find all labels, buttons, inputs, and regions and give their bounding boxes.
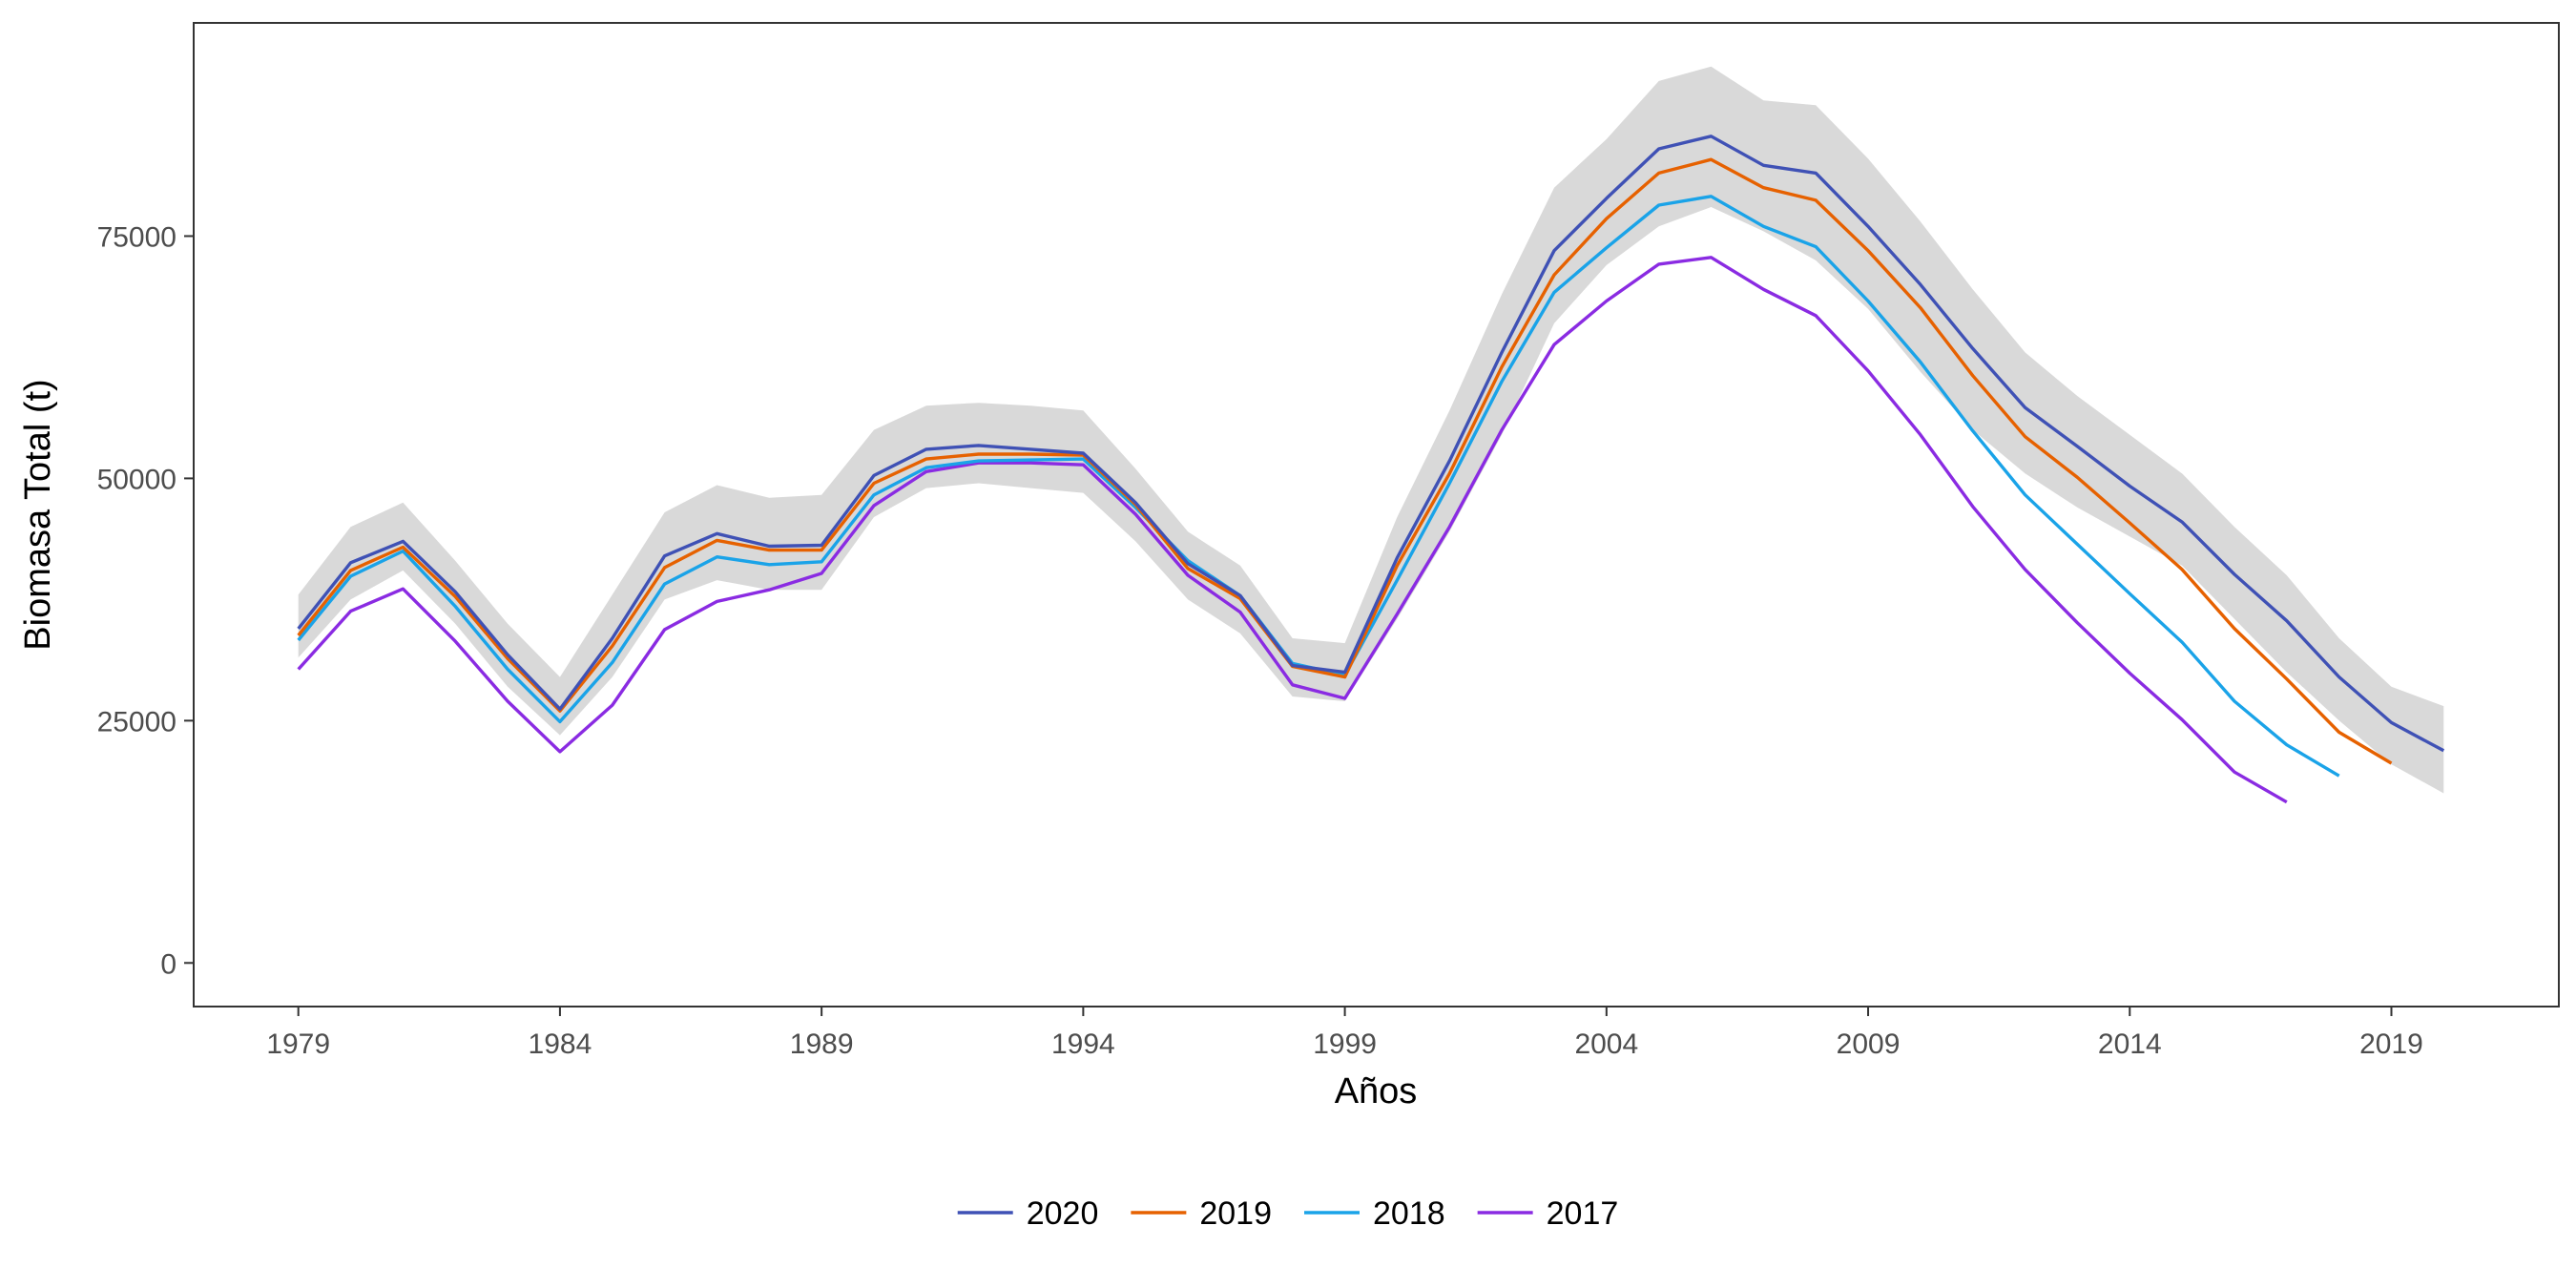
legend: 2020 2019 2018 2017: [957, 1195, 1619, 1232]
x-tick-label: 1984: [529, 1028, 592, 1060]
legend-label-2018: 2018: [1373, 1195, 1445, 1232]
y-tick-label: 25000: [97, 706, 177, 737]
y-axis-title: Biomasa Total (t): [18, 379, 58, 650]
plot-panel-border: [193, 22, 2560, 1008]
legend-item-2017: 2017: [1477, 1195, 1619, 1232]
x-tick-label: 1989: [790, 1028, 854, 1060]
x-tick-label: 2004: [1574, 1028, 1638, 1060]
x-tick-label: 2014: [2098, 1028, 2162, 1060]
series-lines-layer: [297, 135, 2445, 804]
x-tick-label: 1979: [266, 1028, 330, 1060]
legend-label-2017: 2017: [1547, 1195, 1619, 1232]
legend-item-2019: 2019: [1131, 1195, 1272, 1232]
x-tick-label: 2019: [2359, 1028, 2423, 1060]
legend-label-2019: 2019: [1199, 1195, 1272, 1232]
confidence-band: [298, 66, 2444, 794]
x-tick-label: 1994: [1051, 1028, 1115, 1060]
confidence-band-layer: [298, 66, 2444, 794]
y-tick-label: 75000: [97, 221, 177, 253]
x-axis-title: Años: [1335, 1071, 1418, 1111]
series-line-2019: [297, 157, 2393, 765]
series-line-2020: [297, 135, 2445, 753]
y-tick-label: 50000: [97, 464, 177, 495]
y-axis: 0 25000 50000 75000: [97, 221, 194, 980]
legend-item-2020: 2020: [957, 1195, 1099, 1232]
legend-item-2018: 2018: [1304, 1195, 1445, 1232]
series-line-2017: [297, 256, 2288, 804]
x-tick-label: 2009: [1837, 1028, 1901, 1060]
y-tick-label: 0: [160, 948, 177, 980]
x-axis: 1979 1984 1989 1994 1999 2004 2009 2014 2019: [266, 1007, 2423, 1060]
x-tick-label: 1999: [1313, 1028, 1377, 1060]
legend-label-2020: 2020: [1027, 1195, 1099, 1232]
